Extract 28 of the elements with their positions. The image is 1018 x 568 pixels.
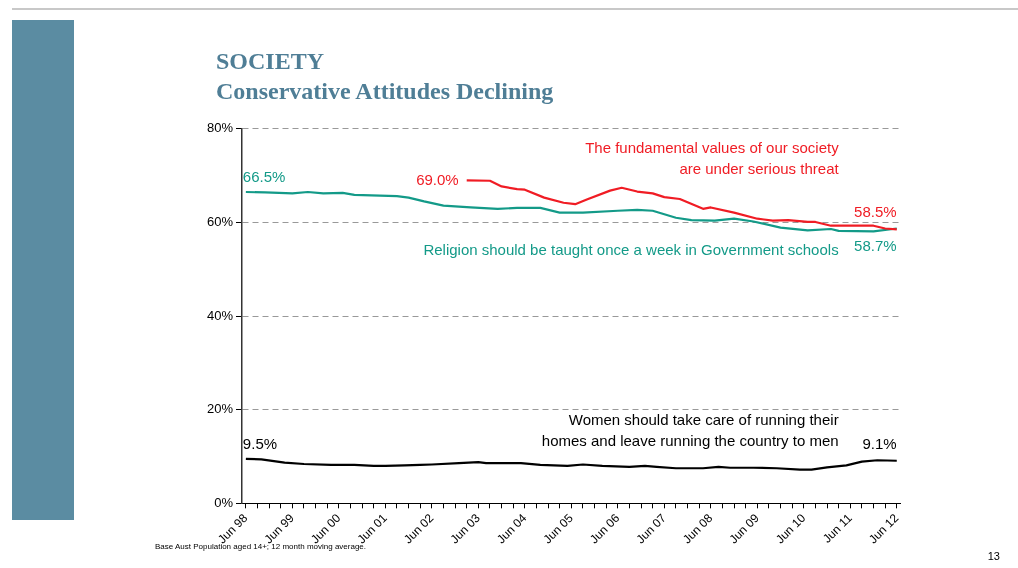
series-label: Women should take care of running their homes and leave running the country to men bbox=[541, 411, 839, 450]
x-tick-label: Jun 09 bbox=[726, 510, 762, 547]
text: 13 bbox=[987, 550, 1000, 562]
x-tick-label: Jun 05 bbox=[540, 510, 577, 547]
y-tick-label: 0% bbox=[214, 494, 234, 510]
x-tick-label: Jun 08 bbox=[679, 510, 716, 547]
series-label: The fundamental values of our society are under serious threat bbox=[585, 138, 840, 177]
y-tick-label: 60% bbox=[206, 214, 234, 230]
data-label: 58.7% bbox=[854, 236, 897, 254]
x-tick-label: Jun 07 bbox=[633, 510, 669, 547]
data-label: 9.1% bbox=[862, 434, 897, 452]
x-tick-label: Jun 03 bbox=[447, 510, 484, 547]
x-tick-label: Jun 02 bbox=[400, 510, 437, 547]
x-tick-label: Jun 10 bbox=[772, 510, 809, 547]
data-label: 66.5% bbox=[242, 168, 286, 185]
data-label: 69.0% bbox=[416, 171, 459, 189]
x-tick-label: Jun 12 bbox=[865, 510, 902, 547]
x-tick-label: Jun 06 bbox=[586, 510, 623, 547]
x-tick-label: Jun 11 bbox=[819, 510, 855, 546]
y-tick-label: 20% bbox=[206, 401, 234, 417]
data-label: 58.5% bbox=[854, 203, 897, 221]
y-tick-label: 80% bbox=[206, 120, 234, 136]
chart-subtitle: Conservative Attitudes Declining bbox=[216, 77, 554, 106]
y-tick-label: 40% bbox=[206, 307, 234, 323]
data-label: 9.5% bbox=[242, 434, 278, 452]
x-tick-label: Jun 04 bbox=[493, 510, 530, 547]
series-label: Religion should be taught once a week in Government schools bbox=[423, 241, 839, 259]
chart-title: SOCIETY bbox=[216, 47, 326, 76]
